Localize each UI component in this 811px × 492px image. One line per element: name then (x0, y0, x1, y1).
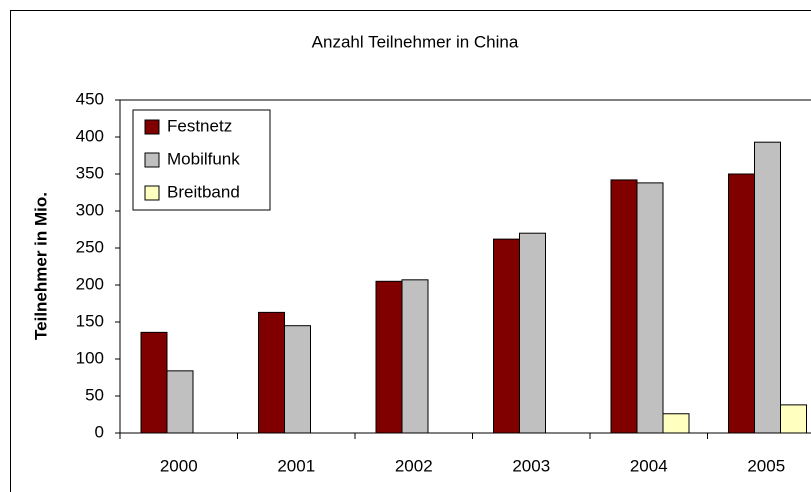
y-tick-label: 400 (76, 126, 104, 145)
legend-swatch (144, 119, 160, 135)
x-tick-label: 2001 (277, 456, 315, 475)
legend-swatch (144, 152, 160, 168)
x-tick-label: 2003 (512, 456, 550, 475)
bar (610, 179, 638, 434)
y-tick-label: 100 (76, 348, 104, 367)
y-tick-label: 0 (95, 422, 104, 441)
x-tick-label: 2002 (395, 456, 433, 475)
bar (636, 182, 664, 434)
y-tick-label: 150 (76, 311, 104, 330)
y-axis-label: Teilnehmer in Mio. (31, 192, 50, 340)
bar (754, 141, 781, 434)
y-tick-label: 200 (76, 274, 104, 293)
y-tick-label: 50 (85, 385, 104, 404)
bar (662, 413, 690, 434)
bar (166, 370, 194, 434)
bar (519, 232, 546, 434)
x-tick-label: 2005 (747, 456, 785, 475)
bar (401, 279, 429, 434)
bar (258, 311, 285, 434)
legend-label: Mobilfunk (167, 149, 240, 168)
y-tick-label: 300 (76, 200, 104, 219)
bar (140, 331, 168, 434)
chart-title: Anzahl Teilnehmer in China (312, 32, 519, 51)
legend-label: Festnetz (167, 116, 232, 135)
bar (728, 173, 755, 434)
legend-label: Breitband (167, 182, 240, 201)
legend-swatch (144, 185, 160, 201)
y-tick-label: 350 (76, 163, 104, 182)
bar (493, 238, 520, 434)
bar (375, 280, 403, 434)
bar (780, 404, 807, 434)
x-tick-label: 2000 (160, 456, 198, 475)
y-tick-label: 450 (76, 89, 104, 108)
x-tick-label: 2004 (630, 456, 668, 475)
y-tick-label: 250 (76, 237, 104, 256)
bar (284, 325, 311, 434)
